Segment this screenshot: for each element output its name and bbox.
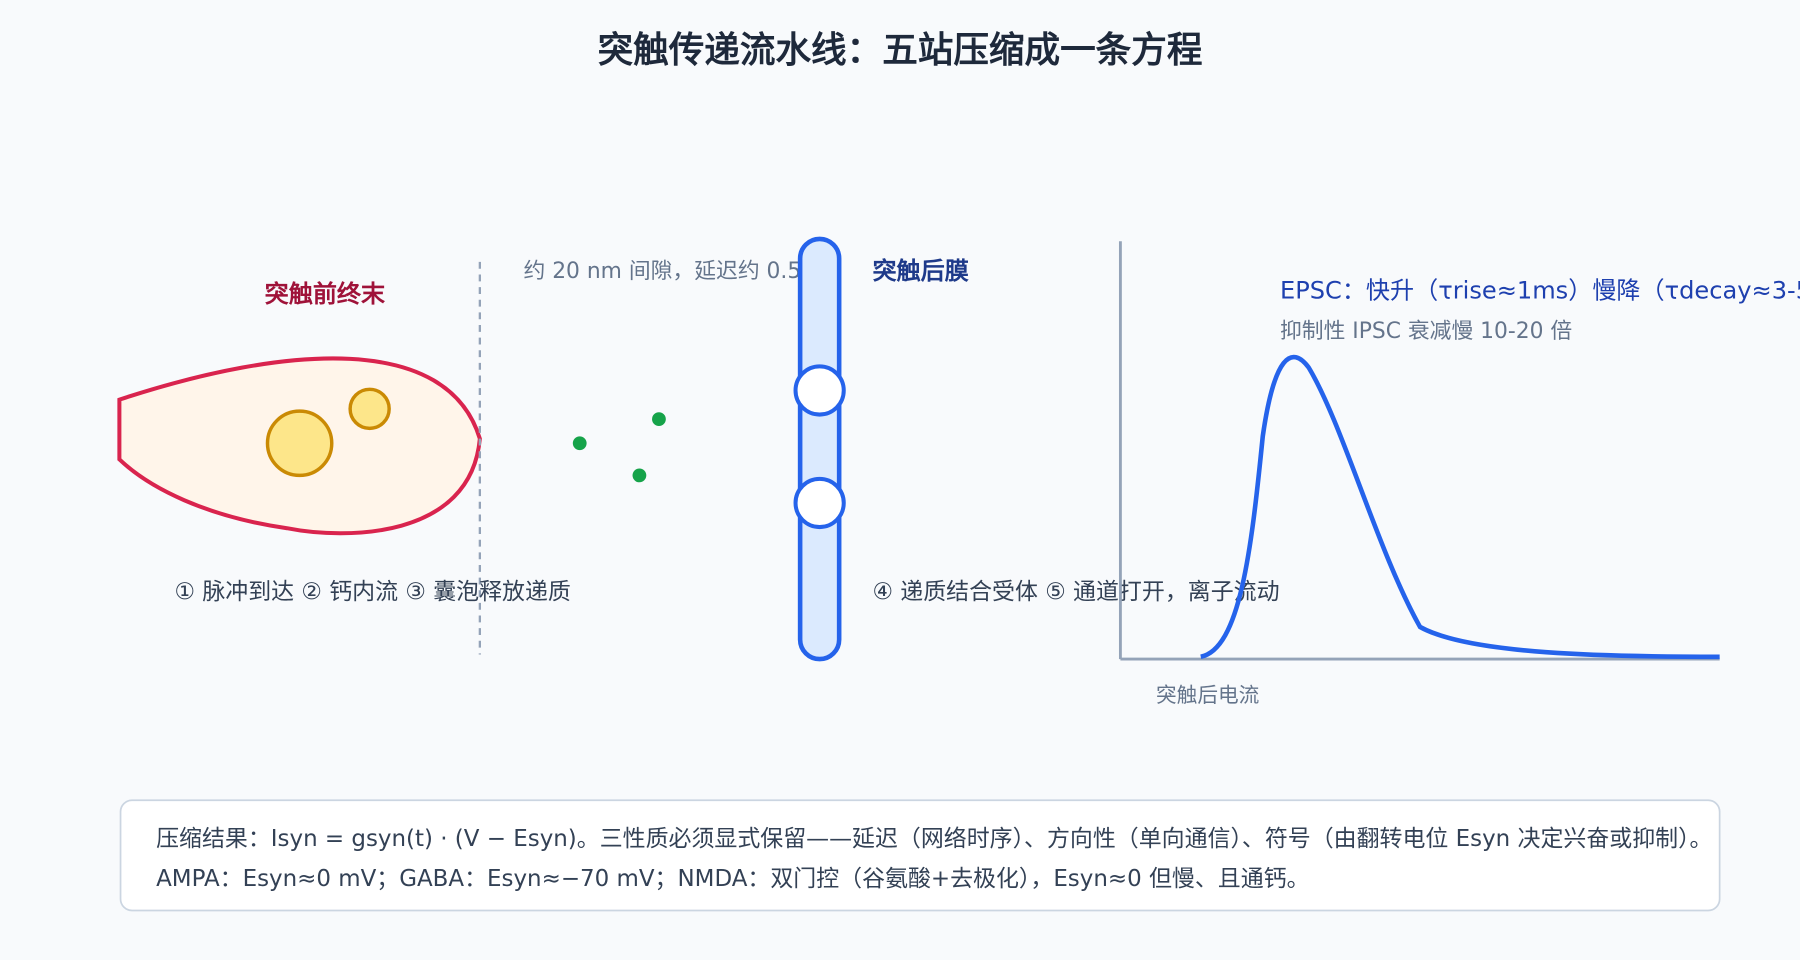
neurotransmitter [652, 412, 666, 427]
summary-line: 压缩结果：Isyn = gsyn(t) · (V − Esyn)。三性质必须显式… [156, 826, 1712, 852]
summary-line: AMPA：Esyn≈0 mV；GABA：Esyn≈−70 mV；NMDA：双门控… [156, 866, 1309, 892]
summary-box [119, 799, 1721, 912]
vesicle [265, 409, 334, 478]
epsc-label: EPSC：快升（τrise≈1ms）慢降（τdecay≈3-5ms） [1280, 277, 1800, 305]
steps-post: ④ 递质结合受体 ⑤ 通道打开，离子流动 [872, 579, 1279, 605]
vesicle [348, 387, 391, 431]
steps-pre: ① 脉冲到达 ② 钙内流 ③ 囊泡释放递质 [174, 579, 570, 605]
title: 突触传递流水线：五站压缩成一条方程 [598, 30, 1203, 71]
presynaptic-label: 突触前终末 [265, 280, 386, 308]
postsynaptic-label: 突触后膜 [872, 257, 968, 285]
ipsc-label: 抑制性 IPSC 衰减慢 10-20 倍 [1280, 319, 1572, 344]
epsc-curve [1200, 354, 1720, 660]
gap-label: 约 20 nm 间隙，延迟约 0.5 ms [523, 259, 840, 284]
neurotransmitter [632, 468, 647, 483]
postsynaptic-membrane [797, 236, 842, 662]
axis-label: 突触后电流 [1156, 683, 1259, 707]
neurotransmitter [572, 436, 587, 451]
receptor [793, 364, 846, 417]
receptor [793, 476, 846, 530]
